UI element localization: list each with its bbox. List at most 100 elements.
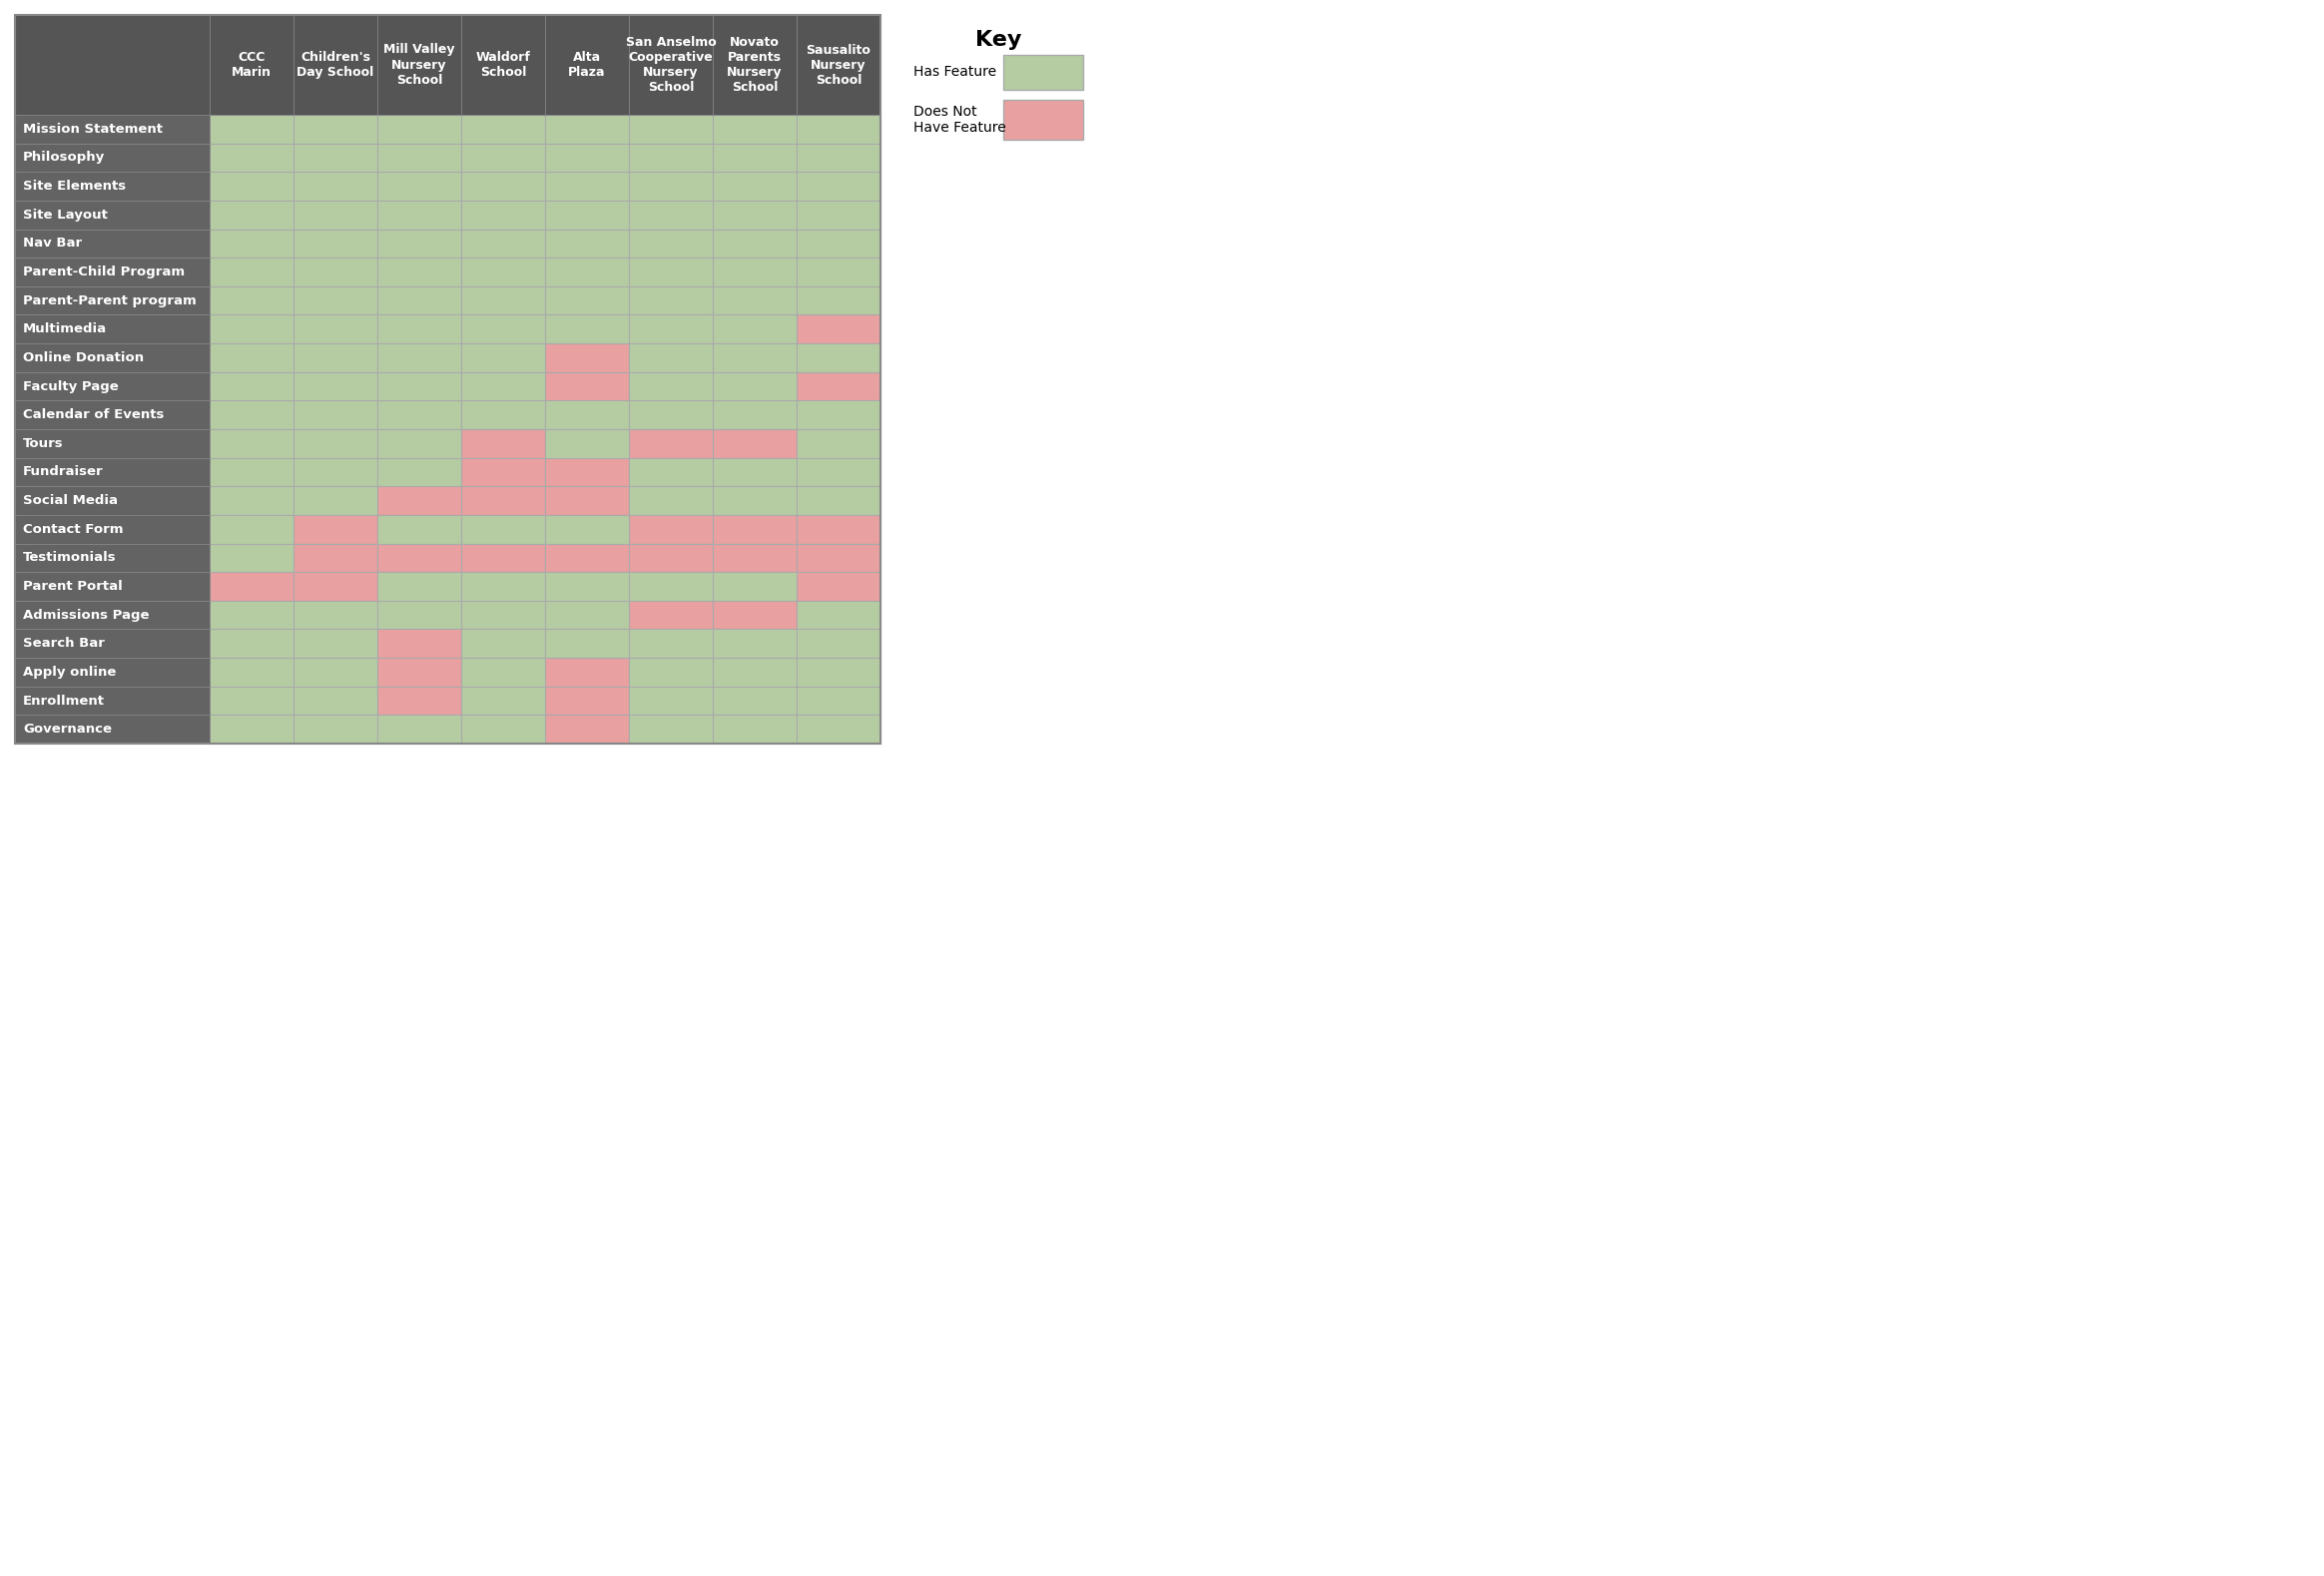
- Bar: [293, 515, 376, 544]
- Bar: [14, 457, 209, 487]
- Bar: [209, 115, 293, 143]
- Bar: [293, 143, 376, 172]
- Bar: [14, 14, 209, 115]
- Bar: [14, 487, 209, 515]
- Bar: [797, 515, 881, 544]
- Bar: [630, 258, 713, 287]
- Bar: [376, 172, 460, 200]
- Text: Waldorf
School: Waldorf School: [476, 50, 530, 79]
- Bar: [797, 629, 881, 657]
- Bar: [376, 258, 460, 287]
- Bar: [14, 572, 209, 600]
- Bar: [14, 143, 209, 172]
- Bar: [209, 315, 293, 344]
- Bar: [713, 657, 797, 687]
- Bar: [460, 544, 546, 572]
- Bar: [546, 143, 630, 172]
- Bar: [713, 287, 797, 315]
- Bar: [14, 287, 209, 315]
- Bar: [713, 14, 797, 115]
- Bar: [460, 172, 546, 200]
- Bar: [713, 544, 797, 572]
- Bar: [713, 400, 797, 429]
- Text: Mission Statement: Mission Statement: [23, 123, 163, 136]
- Bar: [713, 344, 797, 372]
- Bar: [293, 372, 376, 400]
- Text: Testimonials: Testimonials: [23, 552, 116, 564]
- Bar: [546, 687, 630, 716]
- Text: Tours: Tours: [23, 437, 63, 451]
- Text: Sausalito
Nursery
School: Sausalito Nursery School: [806, 44, 872, 87]
- Bar: [209, 344, 293, 372]
- Bar: [209, 400, 293, 429]
- Bar: [209, 544, 293, 572]
- Bar: [546, 572, 630, 600]
- Text: Parent-Child Program: Parent-Child Program: [23, 265, 186, 279]
- Bar: [546, 315, 630, 344]
- Bar: [713, 115, 797, 143]
- Bar: [797, 200, 881, 229]
- Bar: [14, 115, 209, 143]
- Bar: [376, 229, 460, 258]
- Bar: [797, 457, 881, 487]
- Bar: [293, 115, 376, 143]
- Bar: [713, 200, 797, 229]
- Bar: [713, 572, 797, 600]
- Bar: [460, 229, 546, 258]
- Bar: [630, 515, 713, 544]
- Bar: [797, 372, 881, 400]
- Bar: [546, 344, 630, 372]
- Bar: [460, 315, 546, 344]
- Text: Site Layout: Site Layout: [23, 208, 107, 221]
- Bar: [630, 629, 713, 657]
- Bar: [209, 143, 293, 172]
- Bar: [630, 400, 713, 429]
- Bar: [14, 315, 209, 344]
- Text: Philosophy: Philosophy: [23, 151, 105, 164]
- Bar: [14, 229, 209, 258]
- Bar: [376, 315, 460, 344]
- Bar: [797, 172, 881, 200]
- Bar: [209, 657, 293, 687]
- Bar: [293, 657, 376, 687]
- Bar: [376, 629, 460, 657]
- Bar: [546, 544, 630, 572]
- Bar: [293, 200, 376, 229]
- Bar: [14, 14, 881, 744]
- Bar: [630, 457, 713, 487]
- Bar: [376, 716, 460, 744]
- Bar: [546, 287, 630, 315]
- Bar: [460, 429, 546, 457]
- Text: Does Not
Have Feature: Does Not Have Feature: [913, 104, 1006, 136]
- Bar: [797, 572, 881, 600]
- Bar: [293, 229, 376, 258]
- Bar: [460, 687, 546, 716]
- Bar: [630, 172, 713, 200]
- Bar: [209, 515, 293, 544]
- Bar: [460, 457, 546, 487]
- Bar: [376, 487, 460, 515]
- Bar: [376, 600, 460, 629]
- Bar: [376, 14, 460, 115]
- Bar: [293, 14, 376, 115]
- Bar: [713, 487, 797, 515]
- Bar: [460, 143, 546, 172]
- Bar: [14, 172, 209, 200]
- Bar: [630, 315, 713, 344]
- Bar: [209, 572, 293, 600]
- Bar: [376, 687, 460, 716]
- Bar: [14, 544, 209, 572]
- Bar: [14, 400, 209, 429]
- Bar: [14, 515, 209, 544]
- Bar: [209, 287, 293, 315]
- Bar: [376, 344, 460, 372]
- Bar: [460, 200, 546, 229]
- Bar: [630, 687, 713, 716]
- Bar: [630, 544, 713, 572]
- Bar: [460, 14, 546, 115]
- Bar: [1004, 99, 1083, 140]
- Bar: [209, 14, 293, 115]
- Text: Multimedia: Multimedia: [23, 323, 107, 336]
- Bar: [293, 429, 376, 457]
- Bar: [460, 629, 546, 657]
